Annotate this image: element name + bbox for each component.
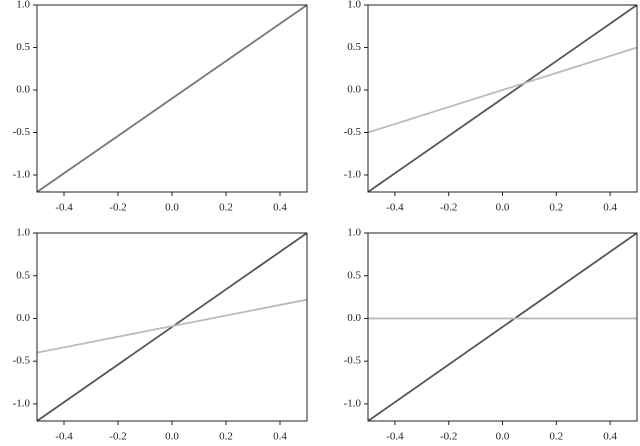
x-tick-label: 0.2: [219, 202, 233, 214]
x-tick-label: -0.2: [109, 431, 126, 443]
axes-frame: [36, 4, 308, 193]
x-tick-label: 0.4: [603, 202, 617, 214]
line: [368, 233, 637, 421]
x-tick-label: 0.0: [496, 431, 510, 443]
y-tick-label: 1.0: [16, 227, 30, 239]
axes-frame: [367, 4, 638, 193]
x-tick-label: 0.0: [165, 431, 179, 443]
x-tick-label: 0.4: [273, 431, 287, 443]
x-tick-label: 0.0: [496, 202, 510, 214]
y-tick-label: 0.5: [16, 269, 30, 281]
y-tick-label: 0.0: [16, 84, 30, 96]
y-tick-label: 1.0: [16, 0, 30, 11]
y-tick-label: 1.0: [347, 227, 361, 239]
y-tick-label: -0.5: [13, 355, 31, 367]
x-tick-label: -0.4: [55, 431, 73, 443]
line: [368, 46, 637, 134]
x-tick-label: -0.4: [386, 202, 404, 214]
line: [37, 298, 307, 354]
y-tick-label: -1.0: [344, 397, 362, 409]
y-tick-label: 0.5: [16, 41, 30, 53]
y-tick-label: 0.0: [347, 312, 361, 324]
x-tick-label: 0.2: [219, 431, 233, 443]
x-tick-label: 0.2: [549, 431, 563, 443]
x-tick-label: -0.4: [55, 202, 73, 214]
y-tick-label: 0.5: [347, 41, 361, 53]
y-tick-label: -1.0: [13, 169, 31, 181]
y-tick-label: 0.5: [347, 269, 361, 281]
axes-frame: [367, 232, 638, 422]
line: [37, 5, 307, 192]
x-tick-label: 0.0: [165, 202, 179, 214]
x-tick-label: -0.2: [440, 202, 457, 214]
x-tick-label: -0.2: [109, 202, 126, 214]
y-tick-label: -0.5: [344, 126, 362, 138]
y-tick-label: -1.0: [344, 169, 362, 181]
x-tick-label: 0.2: [549, 202, 563, 214]
y-tick-label: 0.0: [16, 312, 30, 324]
x-tick-label: 0.4: [273, 202, 287, 214]
axes-frame: [36, 232, 308, 422]
y-tick-label: 0.0: [347, 84, 361, 96]
line: [368, 5, 637, 192]
y-tick-label: 1.0: [347, 0, 361, 11]
x-tick-label: 0.4: [603, 431, 617, 443]
y-tick-label: -0.5: [344, 355, 362, 367]
x-tick-label: -0.2: [440, 431, 457, 443]
x-tick-label: -0.4: [386, 431, 404, 443]
y-tick-label: -1.0: [13, 397, 31, 409]
y-tick-label: -0.5: [13, 126, 31, 138]
